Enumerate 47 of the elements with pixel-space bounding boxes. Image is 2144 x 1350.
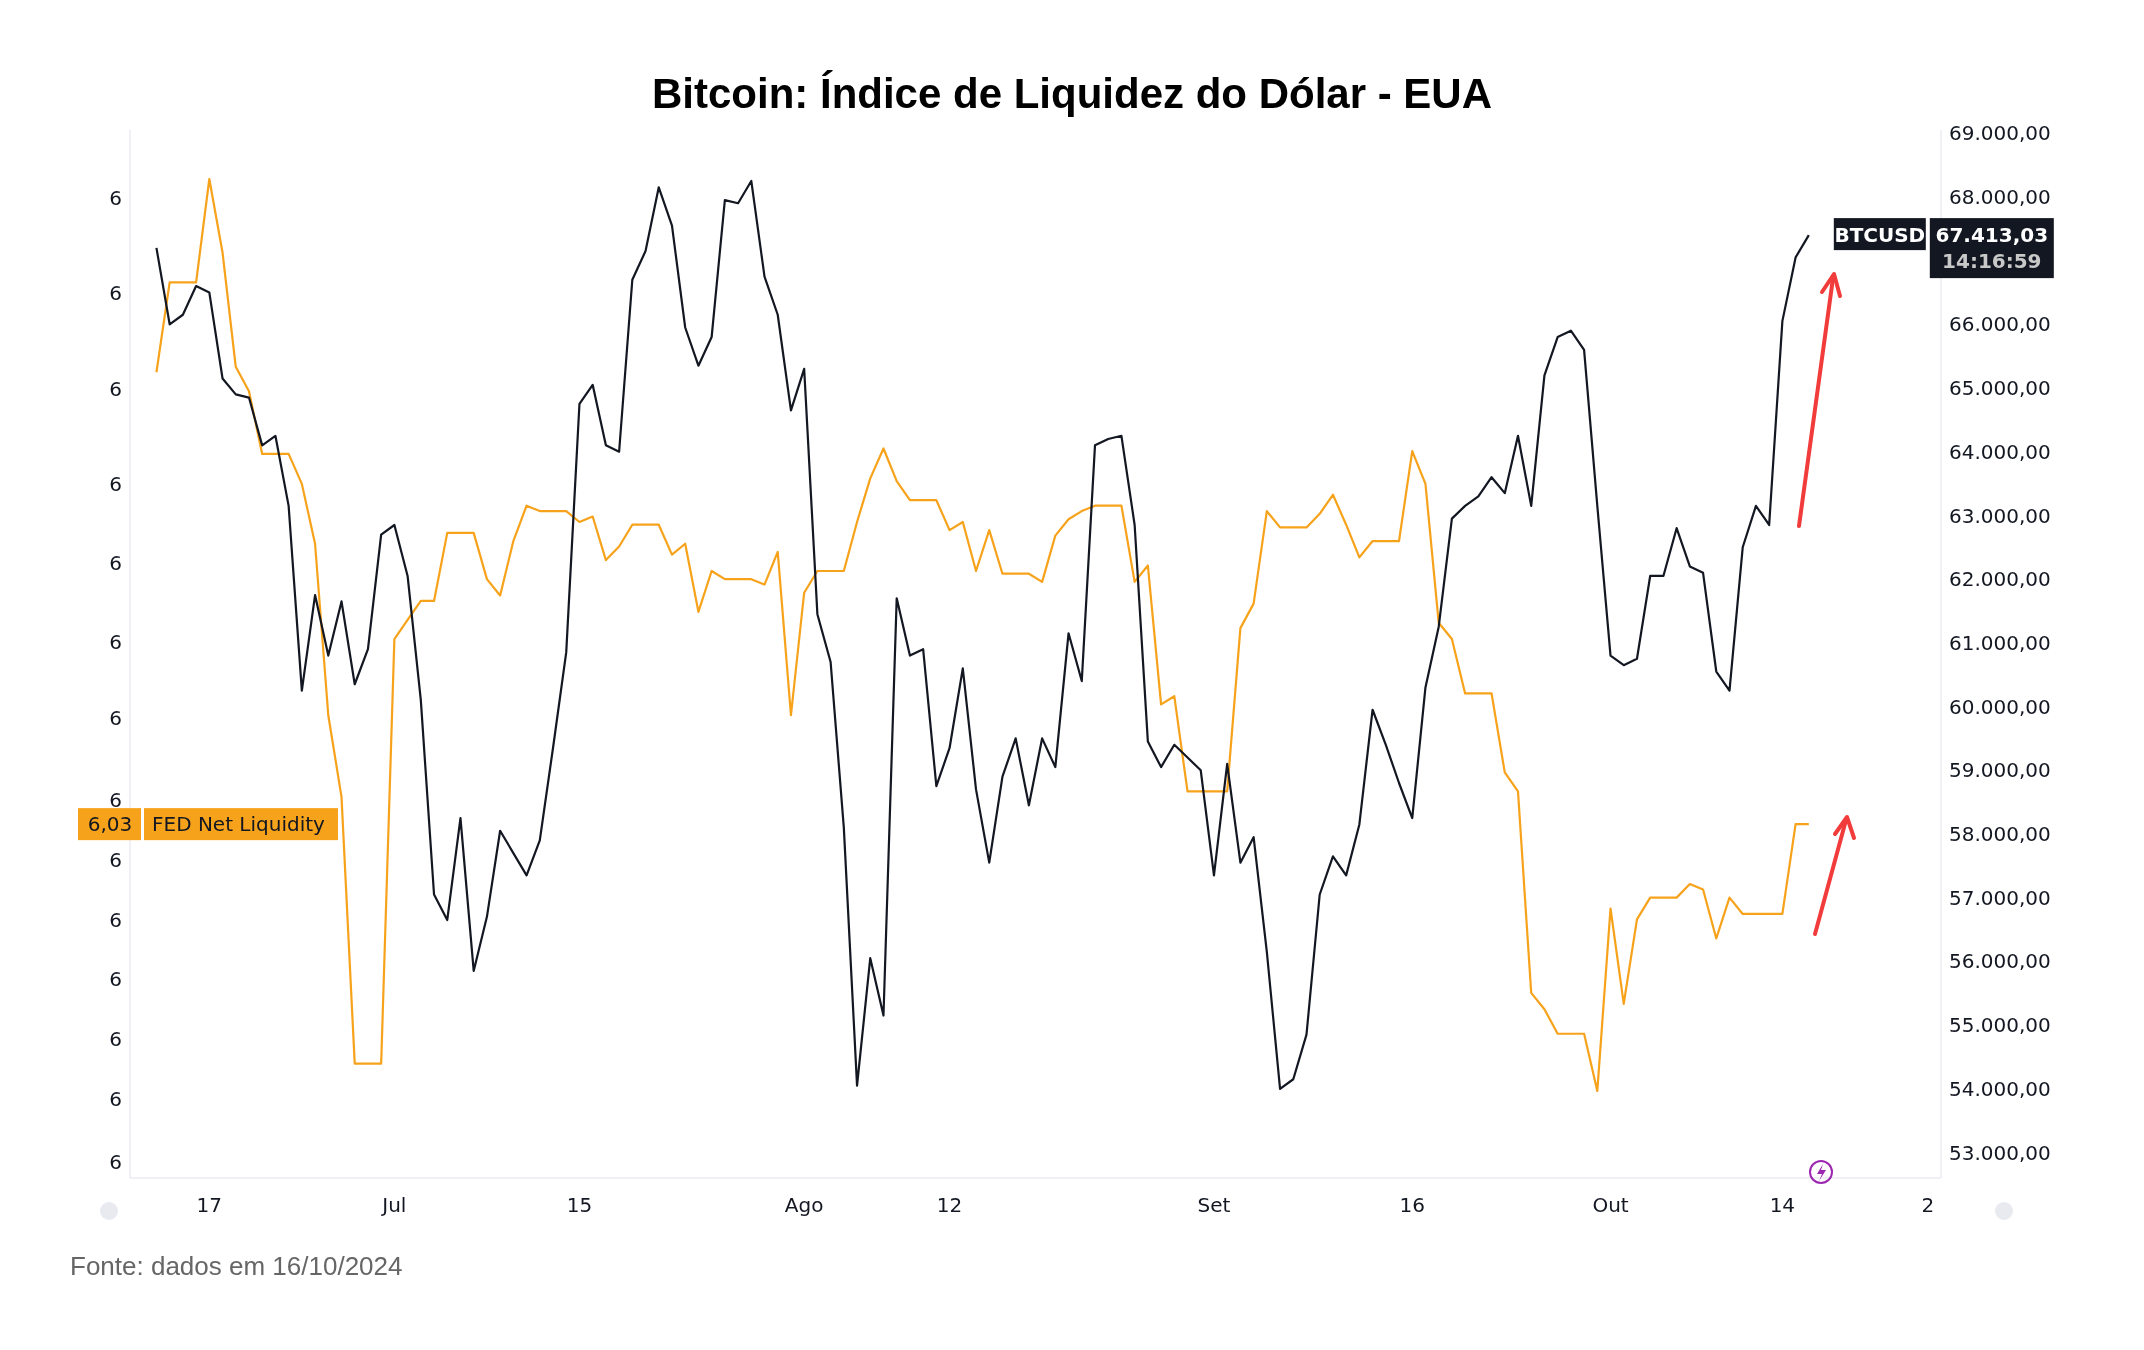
- y2-tick-label: 62.000,00: [1949, 567, 2051, 592]
- y-tick-label: 6: [109, 550, 122, 575]
- x-tick-label: Jul: [380, 1193, 407, 1218]
- chart-title: Bitcoin: Índice de Liquidez do Dólar - EUA: [651, 70, 1493, 118]
- annotation: 6,03: [87, 812, 133, 837]
- y-tick-label: 6: [109, 847, 122, 872]
- y2-tick-label: 68.000,00: [1949, 184, 2051, 209]
- y-tick-label: 6: [109, 706, 122, 731]
- x-tick-label: 14: [1769, 1193, 1796, 1218]
- y-tick-label: 6: [109, 1027, 122, 1052]
- y2-tick-label: 54.000,00: [1949, 1076, 2051, 1101]
- x-tick-label: Ago: [784, 1193, 824, 1218]
- y2-tick-label: 55.000,00: [1949, 1013, 2051, 1038]
- y2-tick-label: 69.000,00: [1949, 121, 2051, 146]
- x-tick-label: 12: [936, 1193, 963, 1218]
- y-tick-label: 6: [109, 629, 122, 654]
- x-tick-label: 16: [1399, 1193, 1425, 1218]
- y2-tick-label: 56.000,00: [1949, 949, 2051, 974]
- x-tick-label: 17: [196, 1193, 223, 1218]
- y-tick-label: 6: [109, 471, 122, 496]
- y-tick-label: 6: [109, 1087, 122, 1112]
- y2-tick-label: 57.000,00: [1949, 885, 2051, 910]
- x-tick-label: Out: [1592, 1193, 1629, 1218]
- y-tick-label: 6: [109, 907, 122, 932]
- y2-tick-label: 65.000,00: [1949, 376, 2051, 401]
- y-tick-label: 6: [109, 1149, 122, 1174]
- y-tick-label: 6: [109, 281, 122, 306]
- y2-tick-label: 64.000,00: [1949, 439, 2051, 464]
- legend-label: FED Net Liquidity: [152, 812, 326, 837]
- y-tick-label: 6: [109, 967, 122, 992]
- y2-tick-label: 53.000,00: [1949, 1140, 2051, 1165]
- y-tick-label: 6: [109, 186, 122, 211]
- text: 14:16:59: [1942, 249, 2042, 274]
- source-note: Fonte: dados em 16/10/2024: [70, 1251, 403, 1282]
- y2-tick-label: 58.000,00: [1949, 822, 2051, 847]
- x-tick-label: 2: [1921, 1193, 1935, 1218]
- y2-tick-label: 60.000,00: [1949, 694, 2051, 719]
- x-tick-label: Set: [1197, 1193, 1231, 1218]
- y2-tick-label: 63.000,00: [1949, 503, 2051, 528]
- y2-tick-label: 61.000,00: [1949, 630, 2051, 655]
- y-tick-label: 6: [109, 376, 122, 401]
- y2-tick-label: 59.000,00: [1949, 758, 2051, 783]
- y-tick-label: 6: [109, 787, 122, 812]
- y2-tick-label: 66.000,00: [1949, 312, 2051, 337]
- annotation: 67.413,03: [1935, 223, 2049, 248]
- series-label: BTCUSD: [1834, 223, 1926, 248]
- x-tick-label: 15: [566, 1193, 593, 1218]
